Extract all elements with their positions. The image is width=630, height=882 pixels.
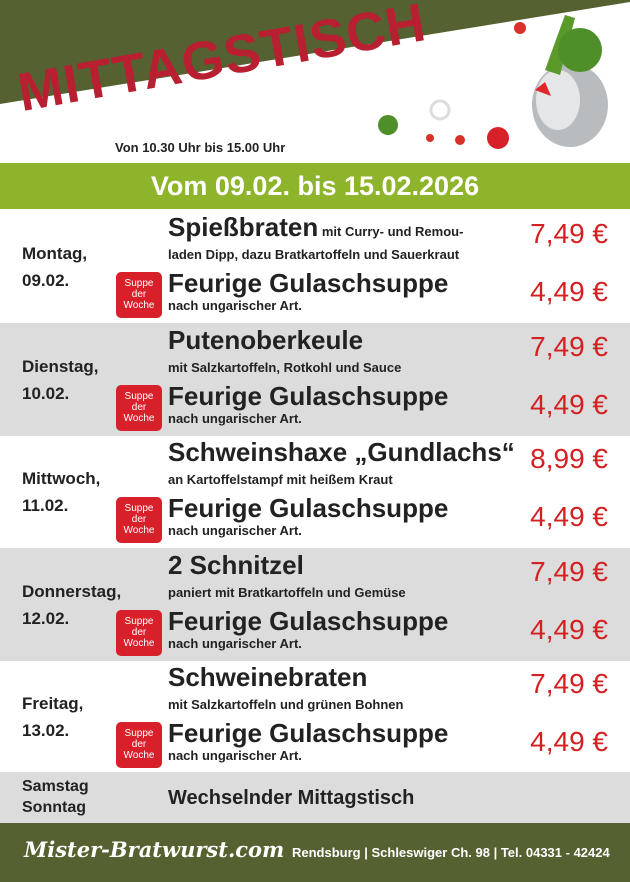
header: MITTAGSTISCH Von 10.30 Uhr bis 15.00 Uhr: [0, 0, 630, 163]
soup-price: 4,49 €: [530, 276, 608, 307]
weekend-row: Samstag Sonntag Wechselnder Mittagstisch: [0, 772, 630, 823]
dish-name: Spießbraten: [168, 212, 319, 242]
dish-description: an Kartoffelstampf mit heißem Kraut: [168, 472, 393, 487]
soup-price: 4,49 €: [530, 501, 608, 532]
day-row: Freitag, 13.02. Schweinebraten mit Salzka…: [0, 660, 630, 773]
vegetable-pot-illustration: [378, 15, 608, 149]
day-name: Mittwoch,: [22, 469, 101, 488]
soup: Feurige Gulaschsuppe nach ungarischer Ar…: [168, 268, 448, 313]
day-name: Freitag,: [22, 694, 84, 713]
day-name: Donnerstag,: [22, 581, 122, 601]
dish-description: mit Salzkartoffeln, Rotkohl und Sauce: [168, 359, 402, 375]
soup-of-week-badge: Suppe der Woche: [116, 609, 162, 656]
dish-name: Schweinshaxe „Gundlachs“: [168, 437, 515, 467]
weekend-day-saturday: Samstag: [22, 778, 89, 795]
day-date: 13.02.: [22, 721, 70, 740]
dish-description: laden Dipp, dazu Bratkartoffeln und Saue…: [168, 247, 460, 262]
dish-price: 7,49 €: [530, 330, 608, 362]
day-date: 12.02.: [22, 608, 70, 628]
day-row: Donnerstag, 12.02. 2 Schnitzel paniert mi…: [0, 547, 630, 661]
soup-description: nach ungarischer Art.: [168, 298, 302, 313]
soup: Feurige Gulaschsuppe nach ungarischer Ar…: [168, 718, 448, 763]
soup-description: nach ungarischer Art.: [168, 410, 302, 426]
soup-of-week-badge: Suppe der Woche: [116, 497, 162, 543]
day-name: Montag,: [22, 244, 88, 263]
dish-price: 8,99 €: [530, 443, 608, 474]
day-date: 10.02.: [22, 383, 70, 403]
day-row: Dienstag, 10.02. Putenoberkeule mit Salzk…: [0, 322, 630, 436]
dish-name: Putenoberkeule: [168, 324, 364, 355]
soup-price: 4,49 €: [530, 613, 608, 645]
dish-price: 7,49 €: [530, 668, 608, 699]
soup-of-week-badge: Suppe der Woche: [116, 272, 162, 318]
day-row: Montag, 09.02. Spießbraten mit Curry- und…: [0, 210, 630, 323]
soup: Feurige Gulaschsuppe nach ungarischer Ar…: [168, 606, 448, 651]
soup-name: Feurige Gulaschsuppe: [168, 380, 449, 411]
soup-of-week-badge: Suppe der Woche: [116, 384, 162, 431]
soup-name: Feurige Gulaschsuppe: [168, 718, 449, 748]
day-date: 09.02.: [22, 271, 70, 290]
main-dish: Putenoberkeule mit Salzkartoffeln, Rotko…: [168, 325, 518, 375]
soup-name: Feurige Gulaschsuppe: [168, 605, 449, 636]
dish-price: 7,49 €: [530, 218, 608, 249]
soup-of-week-badge: Suppe der Woche: [116, 722, 162, 768]
dish-description-inline: mit Curry- und Remou-: [318, 224, 464, 239]
main-dish: Schweinebraten mit Salzkartoffeln und gr…: [168, 662, 518, 712]
weekend-day-sunday: Sonntag: [22, 799, 86, 816]
opening-hours: Von 10.30 Uhr bis 15.00 Uhr: [115, 140, 286, 155]
soup: Feurige Gulaschsuppe nach ungarischer Ar…: [168, 381, 448, 426]
day-date: 11.02.: [22, 496, 69, 515]
address-contact: Rendsburg | Schleswiger Ch. 98 | Tel. 04…: [292, 845, 610, 860]
day-name: Dienstag,: [22, 356, 99, 376]
dish-price: 7,49 €: [530, 555, 608, 587]
dish-name: 2 Schnitzel: [168, 549, 304, 580]
dish-description: mit Salzkartoffeln und grünen Bohnen: [168, 697, 404, 712]
main-dish: Schweinshaxe „Gundlachs“ an Kartoffelsta…: [168, 437, 518, 487]
soup: Feurige Gulaschsuppe nach ungarischer Ar…: [168, 493, 448, 538]
soup-description: nach ungarischer Art.: [168, 523, 302, 538]
soup-name: Feurige Gulaschsuppe: [168, 493, 449, 523]
soup-description: nach ungarischer Art.: [168, 748, 302, 763]
dish-description: paniert mit Bratkartoffeln und Gemüse: [168, 584, 406, 600]
weekend-menu-text: Wechselnder Mittagstisch: [168, 787, 415, 809]
soup-price: 4,49 €: [530, 726, 608, 757]
dish-name: Schweinebraten: [168, 662, 368, 692]
brand-logo: Mister-Bratwurst.com: [24, 837, 285, 862]
main-dish: Spießbraten mit Curry- und Remou- laden …: [168, 212, 518, 262]
date-range-banner: Vom 09.02. bis 15.02.2026: [0, 163, 630, 209]
main-dish: 2 Schnitzel paniert mit Bratkartoffeln u…: [168, 550, 518, 600]
soup-description: nach ungarischer Art.: [168, 635, 302, 651]
soup-name: Feurige Gulaschsuppe: [168, 268, 449, 298]
day-row: Mittwoch, 11.02. Schweinshaxe „Gundlachs“…: [0, 435, 630, 548]
soup-price: 4,49 €: [530, 388, 608, 420]
footer: Mister-Bratwurst.com Rendsburg | Schlesw…: [0, 823, 630, 882]
